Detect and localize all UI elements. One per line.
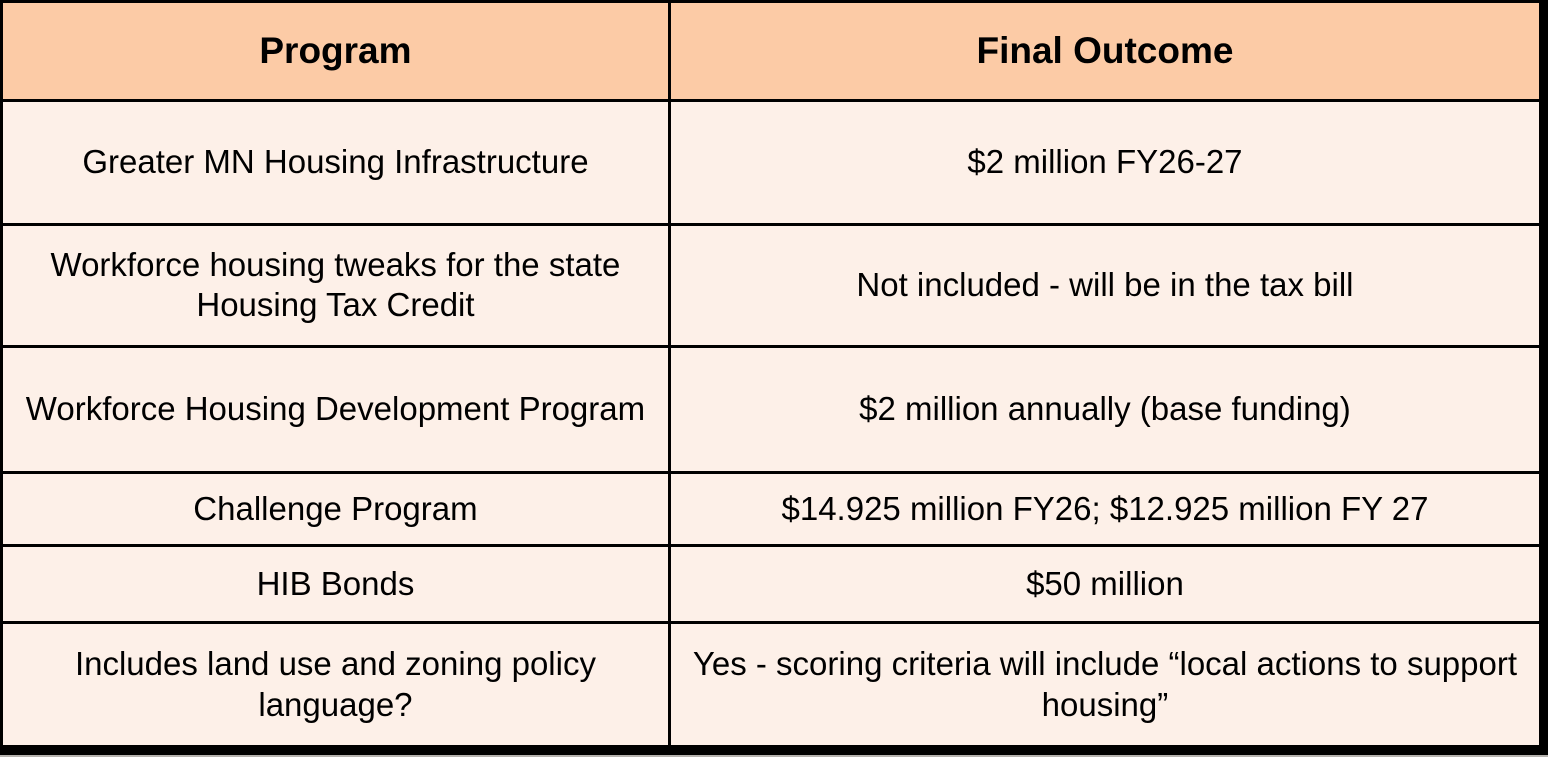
table-row-workforce-tax-credit: Workforce housing tweaks for the state H… [0, 222, 1543, 349]
outcome-cell: $14.925 million FY26; $12.925 million FY… [667, 470, 1543, 548]
program-cell: Challenge Program [0, 470, 671, 548]
program-cell: Greater MN Housing Infrastructure [0, 99, 671, 226]
outcome-cell: $2 million FY26-27 [667, 99, 1543, 226]
outcome-cell: Yes - scoring criteria will include “loc… [667, 621, 1543, 748]
table-row-land-use-zoning: Includes land use and zoning policy lang… [0, 621, 1543, 748]
outcome-cell: $2 million annually (base funding) [667, 345, 1543, 474]
program-cell: Workforce Housing Development Program [0, 345, 671, 474]
table-row-challenge-program: Challenge Program $14.925 million FY26; … [0, 470, 1543, 548]
column-header-final-outcome: Final Outcome [667, 0, 1543, 102]
program-cell: Workforce housing tweaks for the state H… [0, 222, 671, 349]
column-header-program: Program [0, 0, 671, 102]
table-row-hib-bonds: HIB Bonds $50 million [0, 544, 1543, 625]
header-row: Program Final Outcome [0, 0, 1543, 102]
table-row-greater-mn-housing: Greater MN Housing Infrastructure $2 mil… [0, 99, 1543, 226]
program-cell: HIB Bonds [0, 544, 671, 625]
table-row-workforce-development: Workforce Housing Development Program $2… [0, 345, 1543, 474]
outcome-cell: $50 million [667, 544, 1543, 625]
outcome-cell: Not included - will be in the tax bill [667, 222, 1543, 349]
program-cell: Includes land use and zoning policy lang… [0, 621, 671, 748]
